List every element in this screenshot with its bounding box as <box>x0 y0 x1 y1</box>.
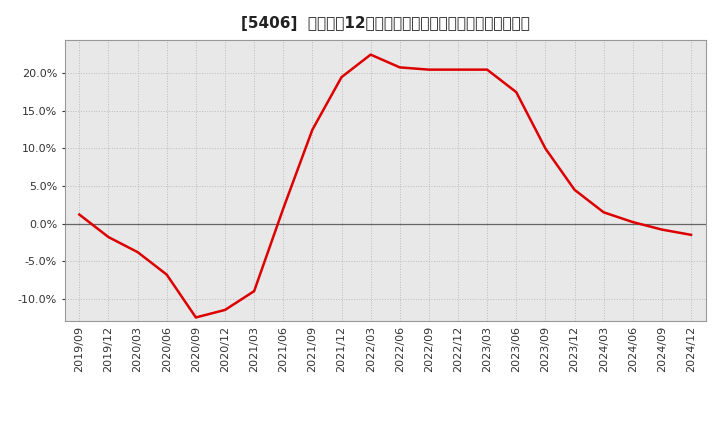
Title: [5406]  売上高の12か月移動合計の対前年同期増減率の推移: [5406] 売上高の12か月移動合計の対前年同期増減率の推移 <box>240 16 530 32</box>
